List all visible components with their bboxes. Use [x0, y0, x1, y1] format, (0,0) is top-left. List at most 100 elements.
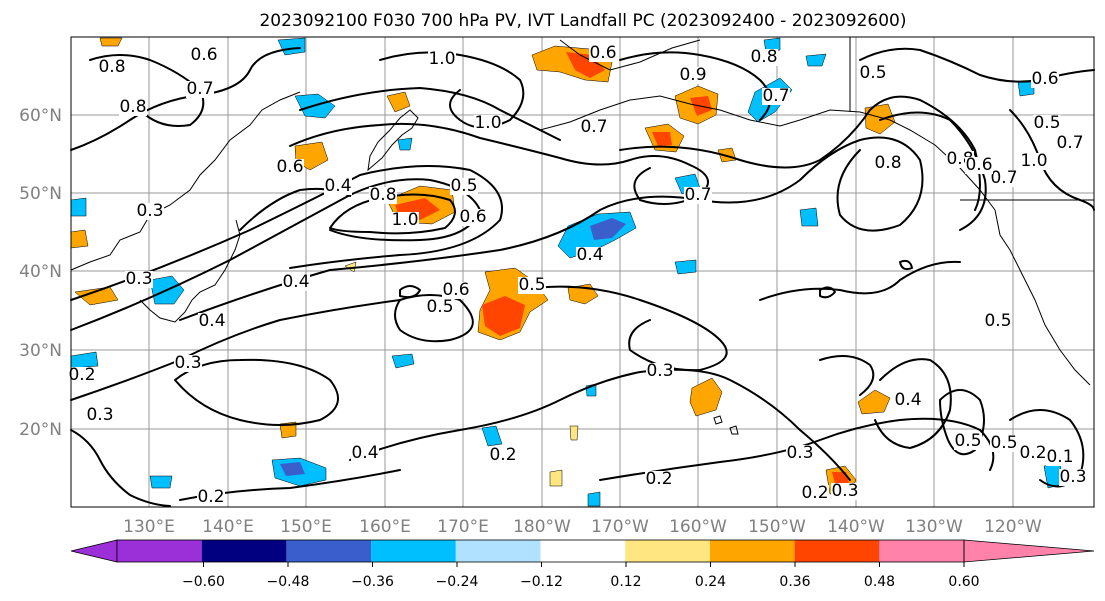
map-frame: [70, 36, 1095, 508]
negative-anomaly-patch: [391, 353, 415, 369]
contour-label-bg: [518, 277, 546, 294]
coastline-alaska: [539, 95, 996, 211]
negative-anomaly-patch: [280, 462, 305, 476]
negative-anomaly-patch: [149, 475, 173, 489]
negative-anomaly-patch: [763, 37, 781, 53]
contour-label-bg: [1019, 445, 1047, 462]
latitude-labels: 60°N 50°N 40°N 30°N 20°N: [19, 106, 62, 440]
coastline-kamchatka: [367, 109, 419, 172]
longitude-label: 150°W: [748, 517, 806, 537]
contour-label: 0.6: [459, 207, 486, 227]
contour-label: 0.6: [190, 45, 217, 65]
pv-contour: [1009, 109, 1095, 211]
pv-contour: [819, 355, 875, 396]
contour-label: 0.7: [990, 168, 1017, 188]
negative-anomaly-patch: [481, 425, 503, 447]
contour-label: 0.3: [1059, 467, 1086, 487]
contour-label: 0.3: [125, 269, 152, 289]
colorbar-tick-label: 0.36: [779, 574, 810, 590]
contour-label: 1.0: [1020, 151, 1047, 171]
longitude-label: 160°W: [669, 517, 727, 537]
positive-anomaly-patch: [652, 132, 672, 146]
pv-contour: [70, 299, 401, 401]
contour-label: 0.8: [98, 57, 125, 77]
negative-anomaly-patch: [397, 137, 413, 151]
contour-label-bg: [1059, 469, 1087, 486]
latitude-label: 40°N: [19, 262, 62, 282]
latitude-label: 60°N: [19, 106, 62, 126]
colorbar-extension-high: [963, 539, 1095, 563]
pv-contour: [879, 111, 987, 231]
contour-label: 0.8: [369, 185, 396, 205]
contour-label: 0.4: [576, 245, 603, 265]
contour-label: 0.2: [68, 365, 95, 385]
contour-label-bg: [125, 271, 153, 288]
latitude-label: 20°N: [19, 420, 62, 440]
contour-label: 0.5: [518, 275, 545, 295]
contour-label-bg: [990, 170, 1018, 187]
longitude-label: 150°E: [280, 517, 332, 537]
contour-label-bg: [276, 159, 304, 176]
positive-anomaly-patch: [99, 37, 123, 47]
colorbar-segment: [286, 540, 372, 562]
latitude-label: 30°N: [19, 341, 62, 361]
contour-label: 0.5: [859, 63, 886, 83]
contour-label-bg: [1033, 115, 1061, 132]
contour-label-bg: [580, 119, 608, 136]
contour-label: 1.0: [474, 113, 501, 133]
colorbar-segment: [794, 540, 880, 562]
colorbar-segment: [117, 540, 202, 562]
contour-label-bg: [859, 65, 887, 82]
pv-contour: [874, 358, 952, 449]
contour-label-bg: [459, 209, 487, 226]
contour-label-bg: [68, 367, 96, 384]
contour-label: 0.4: [324, 176, 351, 196]
coastlines: [70, 37, 1094, 435]
hawaii-islands: [713, 415, 739, 435]
pv-contour: [174, 358, 339, 426]
contour-label: 0.3: [136, 201, 163, 221]
positive-anomaly-patch: [569, 425, 579, 441]
pv-contour: [399, 259, 913, 299]
pv-contour: [619, 95, 981, 211]
colorbar-segment: [879, 540, 964, 562]
contour-label-bg: [197, 489, 225, 506]
contour-label-bg: [984, 313, 1012, 330]
longitude-label: 180°W: [513, 517, 571, 537]
colorbar-tick-label: 0.48: [864, 574, 895, 590]
contour-label-bg: [762, 88, 790, 105]
colorbar-segment: [540, 540, 626, 562]
colorbar: −0.60 −0.48 −0.36 −0.24 −0.12 0.12 0.24 0.36 0.4…: [70, 539, 1095, 590]
contour-label-bg: [391, 212, 419, 229]
contour-label: 0.5: [990, 433, 1017, 453]
longitude-label: 170°W: [591, 517, 649, 537]
contour-label-bg: [474, 115, 502, 132]
positive-anomaly-patch: [482, 296, 525, 336]
contour-label: 0.4: [894, 390, 921, 410]
colorbar-segment: [625, 540, 710, 562]
contour-label-bg: [990, 435, 1018, 452]
colorbar-frame: [116, 539, 965, 563]
canada-border: [849, 37, 1094, 201]
contour-label: 0.7: [1056, 133, 1083, 153]
contour-label-bg: [1031, 71, 1059, 88]
contour-label-bg: [679, 67, 707, 84]
contour-label: 0.5: [1033, 113, 1060, 133]
pv-contour: [289, 122, 709, 205]
contour-label-bg: [450, 178, 478, 195]
contour-label: 0.3: [86, 405, 113, 425]
contour-label: 0.2: [197, 487, 224, 507]
colorbar-segment: [201, 540, 287, 562]
longitude-label: 160°E: [359, 517, 411, 537]
contour-label-bg: [351, 445, 379, 462]
contour-label-bg: [369, 187, 397, 204]
longitude-label: 130°W: [905, 517, 963, 537]
negative-anomaly-patch: [799, 207, 819, 227]
map-background: [71, 37, 1094, 507]
contour-label-bg: [645, 471, 673, 488]
contour-label-bg: [831, 483, 859, 500]
coastline-north-america: [994, 209, 1091, 386]
contour-label: 0.3: [831, 481, 858, 501]
contour-label: 0.2: [645, 469, 672, 489]
contour-label-bg: [894, 392, 922, 409]
